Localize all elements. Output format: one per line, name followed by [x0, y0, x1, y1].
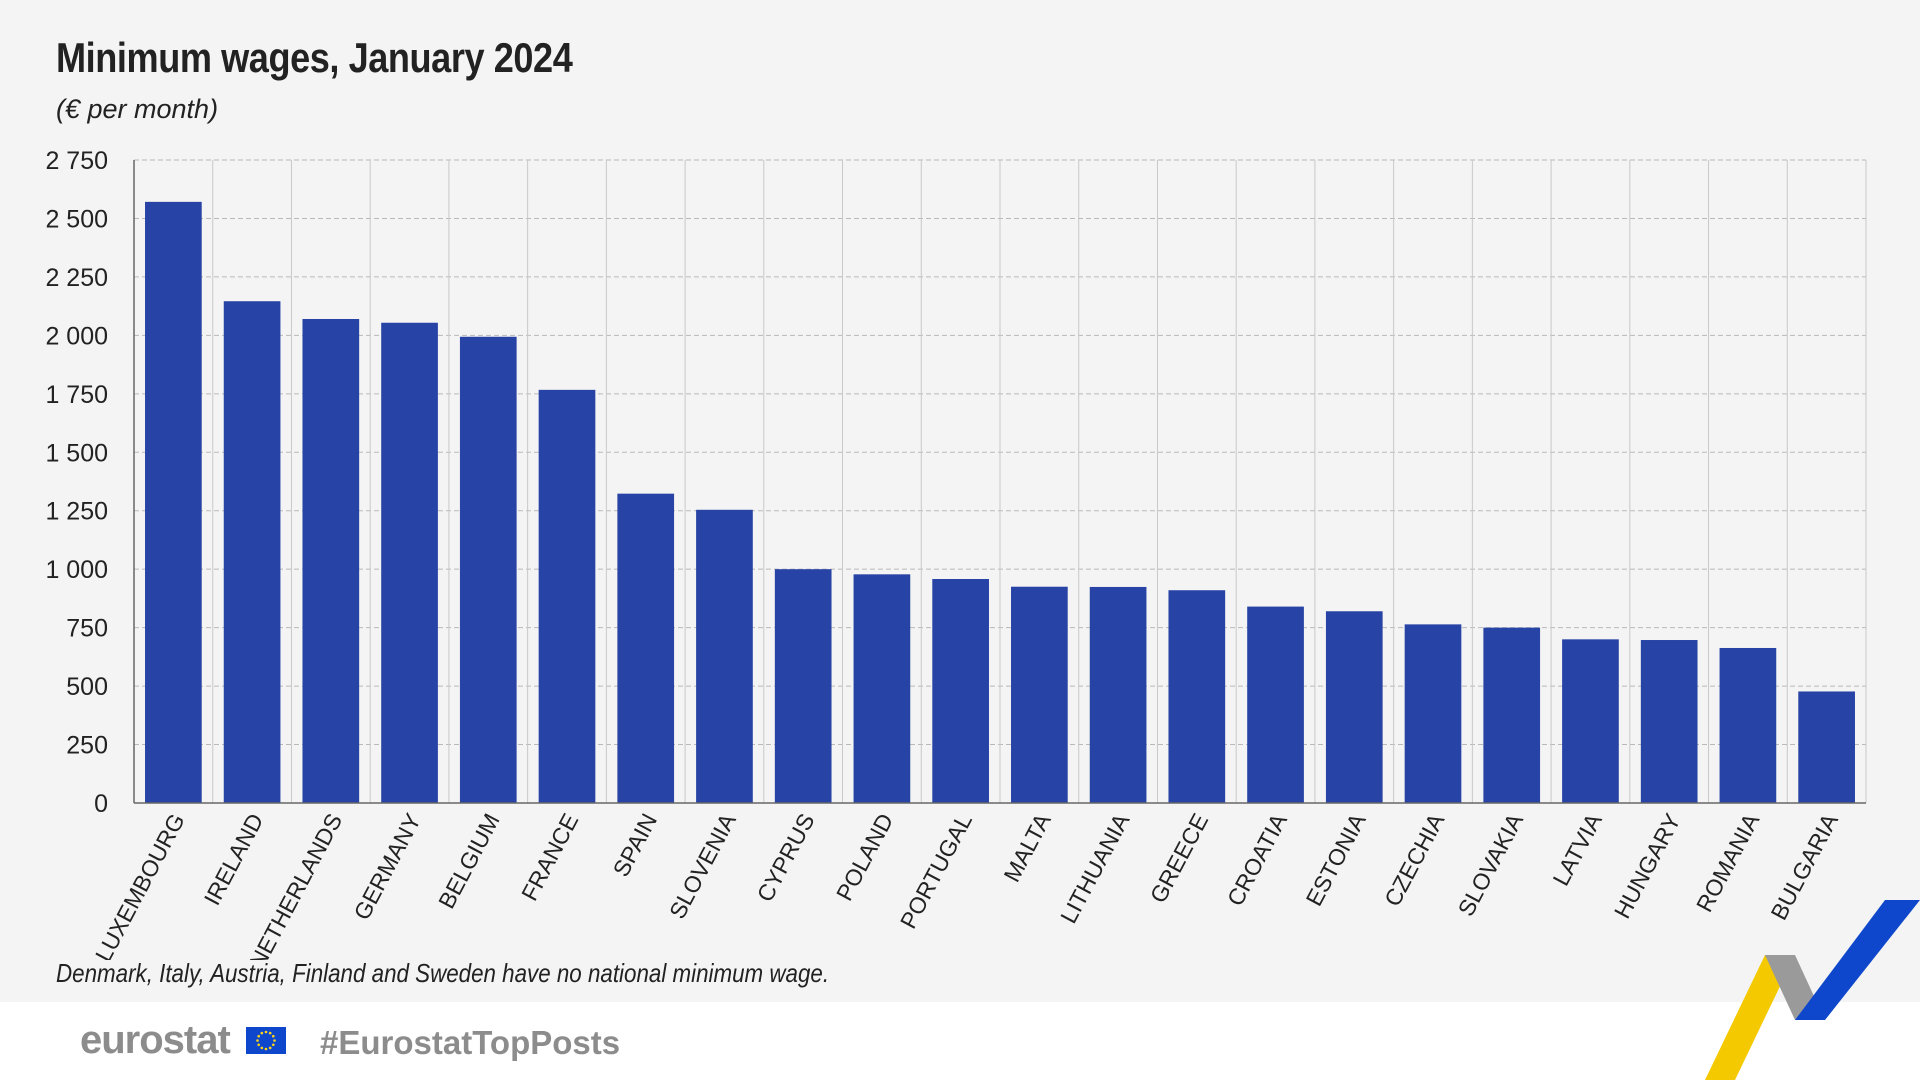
- bar-portugal: [932, 579, 989, 803]
- x-tick-label: LITHUANIA: [1055, 809, 1135, 928]
- bar-cyprus: [774, 569, 832, 803]
- y-tick-label: 2 750: [45, 147, 108, 175]
- x-tick-label: CYPRUS: [752, 809, 820, 906]
- x-tick-label: GERMANY: [348, 809, 426, 924]
- eurostat-logo: eurostat: [80, 1018, 231, 1062]
- chart-subtitle: (€ per month): [56, 94, 219, 124]
- eurostat-decoration-icon: [1705, 900, 1920, 1080]
- bar-czechia: [1404, 624, 1462, 803]
- bar-ireland: [223, 301, 281, 803]
- x-tick-label: FRANCE: [516, 809, 583, 905]
- x-tick-label: PORTUGAL: [895, 809, 977, 933]
- y-tick-label: 1 250: [45, 498, 108, 526]
- bar-luxembourg: [145, 201, 202, 803]
- bar-netherlands: [302, 318, 360, 803]
- x-tick-label: GREECE: [1145, 809, 1214, 907]
- y-tick-label: 500: [66, 673, 108, 701]
- y-tick-label: 1 500: [45, 439, 108, 467]
- x-tick-label: LATVIA: [1548, 809, 1608, 890]
- bar-poland: [853, 574, 911, 803]
- bar-belgium: [459, 336, 517, 803]
- y-tick-label: 2 250: [45, 264, 108, 292]
- bar-germany: [381, 322, 438, 803]
- bar-estonia: [1325, 611, 1383, 803]
- x-tick-label: SLOVAKIA: [1453, 809, 1529, 921]
- bar-france: [538, 389, 596, 803]
- x-tick-label: SPAIN: [608, 809, 663, 881]
- y-tick-label: 0: [94, 790, 108, 818]
- x-tick-label: LUXEMBOURG: [90, 809, 190, 960]
- bar-malta: [1011, 586, 1068, 803]
- x-tick-label: SLOVENIA: [664, 809, 741, 923]
- y-tick-label: 1 000: [45, 556, 108, 584]
- chart-title: Minimum wages, January 2024: [56, 34, 573, 81]
- bar-hungary: [1640, 640, 1698, 803]
- bar-bulgaria: [1798, 691, 1855, 803]
- bar-spain: [617, 493, 675, 803]
- bar-latvia: [1562, 639, 1619, 803]
- y-tick-label: 750: [66, 615, 108, 643]
- footnote: Denmark, Italy, Austria, Finland and Swe…: [56, 958, 830, 988]
- y-tick-label: 2 500: [45, 205, 108, 233]
- bar-croatia: [1247, 606, 1304, 803]
- y-tick-label: 1 750: [45, 381, 108, 409]
- x-tick-label: CROATIA: [1222, 809, 1292, 911]
- hashtag-text: #EurostatTopPosts: [320, 1024, 621, 1061]
- x-tick-label: ESTONIA: [1301, 809, 1371, 911]
- bar-greece: [1168, 590, 1226, 803]
- bar-chart: 0 250 500 750 1 000 1 250 1 500 1 750 2 000 2 250…: [45, 147, 1867, 960]
- x-tick-label: BELGIUM: [433, 809, 505, 913]
- x-tick-label: IRELAND: [199, 809, 269, 909]
- bar-lithuania: [1089, 586, 1147, 803]
- x-tick-label: MALTA: [998, 809, 1056, 886]
- bar-slovenia: [696, 509, 753, 803]
- y-tick-label: 2 000: [45, 322, 108, 350]
- eu-flag-icon: [246, 1027, 286, 1054]
- x-tick-label: POLAND: [831, 809, 898, 905]
- y-tick-label: 250: [66, 732, 108, 760]
- bar-slovakia: [1483, 627, 1541, 803]
- x-tick-label: CZECHIA: [1379, 809, 1450, 911]
- bar-romania: [1719, 647, 1777, 803]
